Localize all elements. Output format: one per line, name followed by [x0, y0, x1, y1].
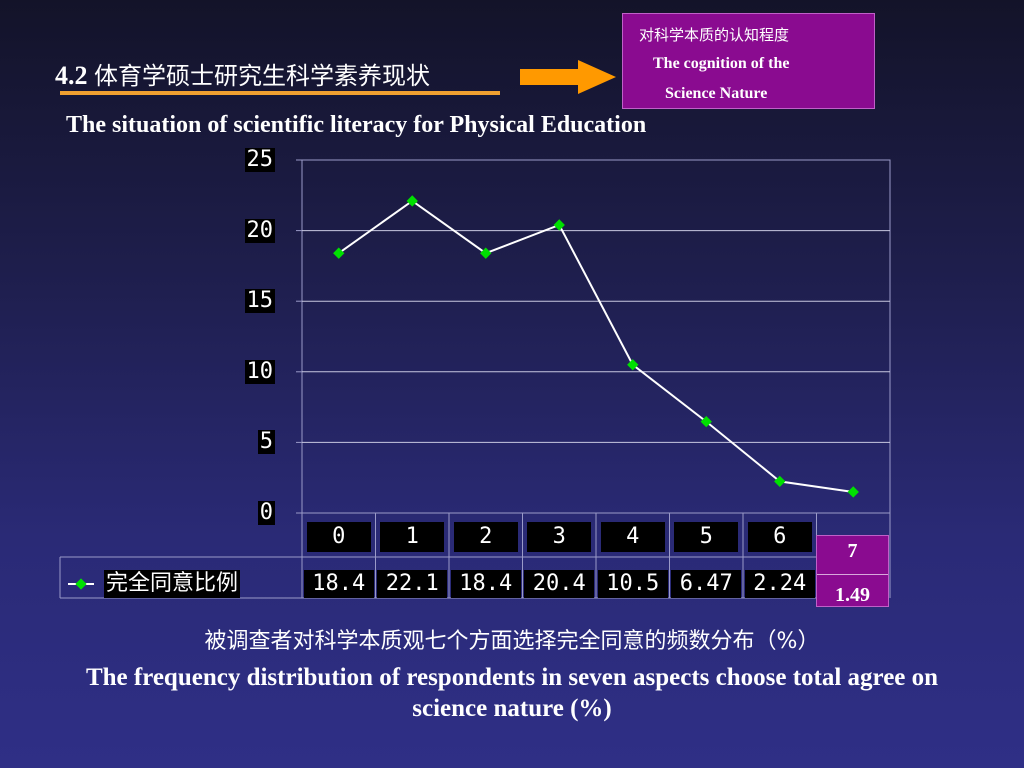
x-category-label: 0	[306, 522, 371, 552]
caption-zh: 被调查者对科学本质观七个方面选择完全同意的频数分布（%）	[204, 629, 820, 654]
data-point	[847, 486, 859, 498]
chart-subtitle: The situation of scientific literacy for…	[66, 112, 647, 138]
section-number: 4.2	[55, 61, 88, 90]
x-category-label: 5	[674, 522, 739, 552]
y-tick-label: 5	[257, 429, 275, 455]
plot-frame	[301, 159, 891, 514]
section-title: 体育学硕士研究生科学素养现状	[94, 62, 430, 90]
section-heading: 4.2 体育学硕士研究生科学素养现状	[55, 56, 430, 91]
highlight-category: 7	[847, 540, 858, 562]
y-tick-label: 20	[244, 217, 275, 243]
y-tick-label: 0	[257, 500, 275, 525]
series-line	[338, 199, 854, 493]
highlight-box: 7 1.49	[816, 535, 889, 607]
right-arrow-icon	[520, 60, 616, 94]
legend-series-name: 完全同意比例	[104, 570, 241, 598]
y-tick-label: 10	[244, 358, 275, 384]
callout-title-zh: 对科学本质的认知程度	[639, 26, 790, 44]
data-value-label: 10.5	[597, 570, 668, 598]
highlight-value: 1.49	[835, 584, 870, 606]
y-tick-label: 15	[244, 288, 275, 314]
data-point	[774, 475, 786, 488]
data-value-label: 18.4	[450, 570, 521, 598]
heading-underline	[60, 91, 500, 95]
caption-en: The frequency distribution of respondent…	[85, 664, 939, 722]
x-category-label: 6	[747, 522, 812, 552]
data-value-label: 22.1	[377, 570, 448, 598]
callout-line2: Science Nature	[665, 85, 768, 102]
x-category-label: 1	[380, 522, 445, 552]
data-point	[406, 195, 418, 207]
data-point	[553, 219, 565, 231]
y-axis: 0 5 10 15 20 25	[230, 0, 275, 768]
data-point	[700, 415, 712, 428]
data-point	[333, 247, 345, 259]
x-category-label: 4	[600, 522, 665, 552]
x-category-label: 3	[527, 522, 592, 552]
highlight-divider	[817, 574, 888, 575]
data-point	[480, 247, 492, 259]
data-value-label: 2.24	[744, 570, 815, 598]
data-point	[627, 359, 639, 371]
callout-box: 对科学本质的认知程度 The cognition of the Science …	[622, 13, 875, 109]
callout-line1: The cognition of the	[653, 55, 790, 72]
legend-line-icon	[68, 578, 94, 590]
x-category-label: 2	[453, 522, 518, 552]
y-tick-label: 25	[244, 147, 275, 172]
data-value-label: 20.4	[524, 570, 595, 598]
data-value-label: 18.4	[303, 570, 374, 598]
data-value-label: 6.47	[671, 570, 742, 598]
